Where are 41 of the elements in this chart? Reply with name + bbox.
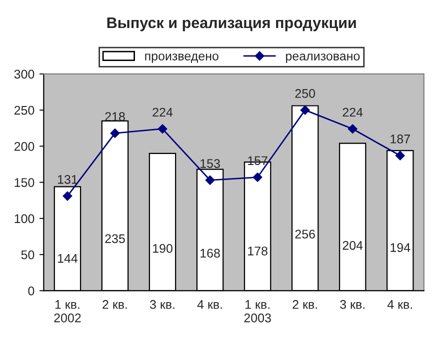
x-tick-label: 1 кв. 2002	[54, 300, 81, 322]
data-label: 218	[105, 112, 125, 122]
data-label: 224	[342, 108, 363, 117]
chart-title: Выпуск и реализация продукции	[107, 18, 356, 32]
point	[348, 124, 358, 134]
x-tick-label: 4 кв.	[197, 300, 222, 309]
data-label: 131	[58, 175, 78, 184]
data-label: 187	[390, 134, 410, 144]
data-label: 168	[200, 248, 220, 258]
y-tick-label: 300	[14, 70, 34, 79]
y-tick-label: 250	[14, 106, 34, 115]
data-label: 204	[342, 240, 363, 250]
legend-label: реализовано	[286, 54, 360, 63]
legend-label: произведено	[145, 54, 218, 63]
x-tick-label: 3 кв.	[340, 300, 364, 309]
data-label: 194	[390, 243, 410, 252]
x-tick-label: 2 кв.	[292, 300, 317, 309]
data-label: 235	[105, 234, 125, 244]
data-label: 256	[295, 230, 315, 239]
point	[300, 105, 310, 115]
data-label: 224	[152, 108, 173, 117]
y-tick-label: 100	[14, 214, 34, 224]
point	[205, 176, 215, 185]
data-label: 178	[248, 246, 268, 256]
y-tick-label: 200	[14, 142, 34, 151]
x-tick-label: 3 кв.	[150, 300, 174, 309]
point	[396, 150, 405, 160]
y-tick-label: 0	[28, 286, 34, 296]
data-label: 250	[295, 89, 316, 98]
data-label: 144	[58, 254, 78, 263]
y-tick-label: 150	[14, 178, 34, 187]
x-tick-label: 1 кв. 2003	[244, 300, 271, 322]
x-tick-label: 4 кв.	[387, 300, 412, 309]
point	[62, 191, 72, 201]
y-tick-label: 50	[21, 250, 34, 260]
data-label: 153	[200, 159, 220, 168]
data-label: 190	[153, 244, 172, 253]
x-tick-label: 2 кв.	[102, 300, 127, 309]
point	[110, 128, 120, 138]
point	[252, 172, 262, 182]
point	[158, 124, 168, 134]
